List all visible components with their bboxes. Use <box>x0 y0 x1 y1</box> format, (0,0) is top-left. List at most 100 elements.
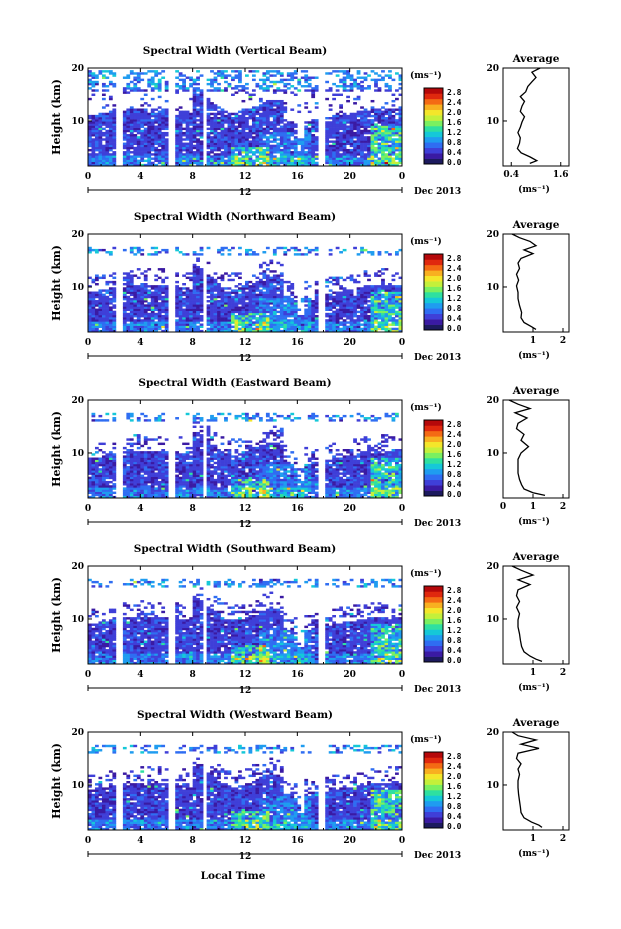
heatmap-cell <box>234 300 239 303</box>
heatmap-cell <box>335 327 340 331</box>
heatmap-cell <box>175 161 180 165</box>
heatmap-cell <box>269 70 274 73</box>
heatmap-cell <box>245 138 249 141</box>
heatmap-cell <box>196 293 200 297</box>
heatmap-cell <box>283 134 288 137</box>
heatmap-cell <box>98 495 103 498</box>
heatmap-cell <box>150 134 155 137</box>
heatmap-cell <box>398 314 402 318</box>
heatmap-cell <box>136 251 141 254</box>
heatmap-cell <box>377 308 382 311</box>
heatmap-cell <box>367 289 371 292</box>
heatmap-cell <box>391 321 396 324</box>
heatmap-cell <box>143 151 148 154</box>
heatmap-cell <box>220 89 225 92</box>
heatmap-cell <box>178 127 183 131</box>
heatmap-cell <box>251 329 256 332</box>
heatmap-cell <box>88 129 92 133</box>
heatmap-cell <box>381 280 385 284</box>
heatmap-cell <box>377 108 382 111</box>
heatmap-cell <box>332 144 337 148</box>
heatmap-cell <box>381 163 385 166</box>
heatmap-cell <box>363 287 368 290</box>
heatmap-cell <box>112 291 117 294</box>
heatmap-cell <box>325 321 330 324</box>
heatmap-cell <box>105 159 110 163</box>
heatmap-cell <box>265 144 270 148</box>
heatmap-cell <box>388 117 392 120</box>
heatmap-cell <box>325 302 330 305</box>
heatmap-cell <box>101 489 106 492</box>
heatmap-cell <box>213 157 218 160</box>
heatmap-cell <box>353 142 357 145</box>
heatmap-cell <box>91 327 96 331</box>
heatmap-cell <box>189 293 193 297</box>
heatmap-cell <box>262 136 267 139</box>
heatmap-cell <box>108 110 113 114</box>
heatmap-cell <box>210 295 214 299</box>
heatmap-cell <box>112 317 117 320</box>
heatmap-cell <box>398 131 402 135</box>
heatmap-cell <box>91 119 96 122</box>
heatmap-cell <box>370 129 375 133</box>
heatmap-cell <box>136 474 141 477</box>
heatmap-cell <box>88 153 92 156</box>
heatmap-cell <box>224 161 228 165</box>
heatmap-cell <box>311 319 316 322</box>
heatmap-cell <box>217 148 221 152</box>
heatmap-cell <box>311 142 316 145</box>
heatmap-cell <box>311 323 316 326</box>
heatmap-cell <box>101 468 106 471</box>
heatmap-cell <box>234 138 239 141</box>
x-tick-label: 16 <box>291 172 304 182</box>
heatmap-cell <box>150 112 155 116</box>
heatmap-cell <box>213 302 218 305</box>
heatmap-cell <box>258 106 263 109</box>
heatmap-cell <box>133 325 138 329</box>
heatmap-cell <box>192 295 197 299</box>
colorbar-segment <box>424 254 443 260</box>
heatmap-cell <box>175 144 180 148</box>
heatmap-cell <box>178 163 183 166</box>
heatmap-cell <box>189 321 193 324</box>
heatmap-cell <box>360 289 364 292</box>
heatmap-cell <box>122 312 127 316</box>
heatmap-cell <box>248 161 253 165</box>
heatmap-cell <box>238 121 242 124</box>
heatmap-cell <box>143 289 148 292</box>
heatmap-cell <box>210 293 214 297</box>
date-label: Dec 2013 <box>414 187 461 197</box>
heatmap-cell <box>108 461 113 465</box>
heatmap-cell <box>154 302 159 305</box>
heatmap-cell <box>272 159 277 163</box>
heatmap-cell <box>272 308 277 311</box>
heatmap-cell <box>136 306 141 309</box>
heatmap-cell <box>210 102 214 105</box>
heatmap-cell <box>154 323 159 326</box>
heatmap-cell <box>367 323 371 326</box>
heatmap-cell <box>269 155 274 158</box>
heatmap-cell <box>328 146 333 150</box>
heatmap-cell <box>304 321 309 324</box>
heatmap-cell <box>370 140 375 143</box>
heatmap-cell <box>133 302 138 305</box>
heatmap-cell <box>88 72 92 75</box>
heatmap-cell <box>265 146 270 150</box>
heatmap-cell <box>370 78 375 82</box>
heatmap-cell <box>129 291 134 294</box>
heatmap-cell <box>353 131 357 135</box>
heatmap-cell <box>374 159 378 163</box>
heatmap-cell <box>231 146 235 150</box>
heatmap-cell <box>251 310 256 314</box>
heatmap-cell <box>122 127 127 131</box>
heatmap-cell <box>349 319 354 322</box>
heatmap-cell <box>147 131 152 135</box>
heatmap-cell <box>157 319 162 322</box>
heatmap-cell <box>381 308 385 311</box>
heatmap-cell <box>325 125 330 128</box>
heatmap-cell <box>217 157 221 160</box>
heatmap-cell <box>217 127 221 131</box>
heatmap-cell <box>258 129 263 133</box>
heatmap-cell <box>91 138 96 141</box>
heatmap-cell <box>157 159 162 163</box>
